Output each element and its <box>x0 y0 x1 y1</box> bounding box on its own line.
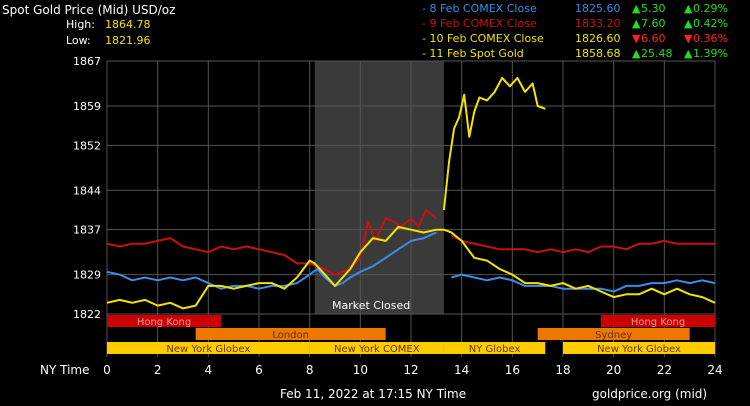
chart-title: Spot Gold Price (Mid) USD/oz <box>2 3 175 17</box>
y-tick-label: 1859 <box>73 100 101 113</box>
up-arrow-icon: ▲ <box>684 47 693 60</box>
down-arrow-icon: ▼ <box>684 32 693 45</box>
legend-label: - 10 Feb COMEX Close <box>422 32 544 45</box>
x-tick-label: 10 <box>353 363 368 377</box>
market-closed-label: Market Closed <box>332 299 410 312</box>
y-tick-label: 1837 <box>73 224 101 237</box>
up-arrow-icon: ▲ <box>684 17 693 30</box>
legend-change: 25.48 <box>641 47 673 60</box>
legend-price: 1833.20 <box>575 17 621 30</box>
series-line-1 <box>106 209 715 276</box>
grid-layer <box>106 60 716 357</box>
session-bar <box>107 315 221 327</box>
series-line-2 <box>106 225 716 310</box>
y-tick-label: 1844 <box>73 184 101 197</box>
session-label: Hong Kong <box>137 317 191 328</box>
chart-header: Spot Gold Price (Mid) USD/oz High: 1864.… <box>2 3 175 47</box>
legend-price: 1825.60 <box>575 2 621 15</box>
session-label: Hong Kong <box>631 317 685 328</box>
x-tick-label: 16 <box>505 363 520 377</box>
session-label: Sydney <box>595 330 632 341</box>
footer-source: goldprice.org (mid) <box>592 387 707 401</box>
x-tick-label: 8 <box>306 363 314 377</box>
legend-percent: 0.36% <box>693 32 728 45</box>
legend-label: - 9 Feb COMEX Close <box>422 17 537 30</box>
legend-change: 6.60 <box>641 32 666 45</box>
x-tick-label: 2 <box>154 363 162 377</box>
up-arrow-icon: ▲ <box>632 17 641 30</box>
x-axis-label: NY Time <box>40 363 90 377</box>
session-bar <box>107 342 310 354</box>
session-bar <box>443 342 546 354</box>
legend-label: - 11 Feb Spot Gold <box>422 47 524 60</box>
legend-change: 5.30 <box>641 2 666 15</box>
x-tick-label: 0 <box>103 363 111 377</box>
session-label: NY Globex <box>469 344 521 355</box>
legend-row-11-feb: - 11 Feb Spot Gold 1858.68 ▲ 25.48 ▲ 1.3… <box>422 47 728 60</box>
y-tick-label: 1822 <box>73 308 101 321</box>
x-tick-label: 20 <box>606 363 621 377</box>
market-closed-shade <box>314 61 444 314</box>
legend-price: 1858.68 <box>575 47 621 60</box>
footer-timestamp: Feb 11, 2022 at 17:15 NY Time <box>280 387 466 401</box>
series-line-0 <box>106 231 716 293</box>
y-tick-label: 1852 <box>73 139 101 152</box>
sessions-layer: Hong Kong Hong Kong London Sydney New York G… <box>107 315 715 355</box>
legend-change: 7.60 <box>641 17 666 30</box>
series-layer <box>106 76 716 310</box>
up-arrow-icon: ▲ <box>632 2 641 15</box>
y-tick-label: 1867 <box>73 55 101 68</box>
session-bar <box>563 342 715 354</box>
low-label: Low: <box>66 34 91 47</box>
up-arrow-icon: ▲ <box>632 47 641 60</box>
legend-price: 1826.60 <box>575 32 621 45</box>
chart-legend: - 8 Feb COMEX Close 1825.60 ▲ 5.30 ▲ 0.2… <box>422 2 728 60</box>
session-bar <box>537 328 690 340</box>
legend-label: - 8 Feb COMEX Close <box>422 2 537 15</box>
x-tick-label: 6 <box>255 363 263 377</box>
legend-percent: 0.42% <box>693 17 728 30</box>
session-label: London <box>272 330 309 341</box>
x-tick-label: 18 <box>555 363 570 377</box>
session-bar <box>601 315 715 327</box>
x-tick-label: 22 <box>657 363 672 377</box>
session-label: New York COMEX <box>334 344 420 355</box>
x-tick-label: 4 <box>205 363 213 377</box>
high-value: 1864.78 <box>105 18 151 31</box>
legend-row-8-feb: - 8 Feb COMEX Close 1825.60 ▲ 5.30 ▲ 0.2… <box>422 2 728 15</box>
legend-row-9-feb: - 9 Feb COMEX Close 1833.20 ▲ 7.60 ▲ 0.4… <box>422 17 728 30</box>
down-arrow-icon: ▼ <box>632 32 641 45</box>
legend-percent: 1.39% <box>693 47 728 60</box>
up-arrow-icon: ▲ <box>684 2 693 15</box>
session-label: New York Globex <box>597 344 681 355</box>
high-label: High: <box>66 18 95 31</box>
legend-percent: 0.29% <box>693 2 728 15</box>
x-tick-label: 14 <box>454 363 469 377</box>
session-label: New York Globex <box>166 344 250 355</box>
market-closed-layer <box>314 61 444 314</box>
x-tick-label: 24 <box>707 363 722 377</box>
x-tick-label: 12 <box>403 363 418 377</box>
low-value: 1821.96 <box>105 34 151 47</box>
series-line-3 <box>442 76 546 211</box>
session-bar <box>195 328 386 340</box>
session-bar <box>309 342 444 354</box>
legend-row-10-feb: - 10 Feb COMEX Close 1826.60 ▼ 6.60 ▼ 0.… <box>422 32 728 45</box>
y-tick-label: 1829 <box>73 269 101 282</box>
